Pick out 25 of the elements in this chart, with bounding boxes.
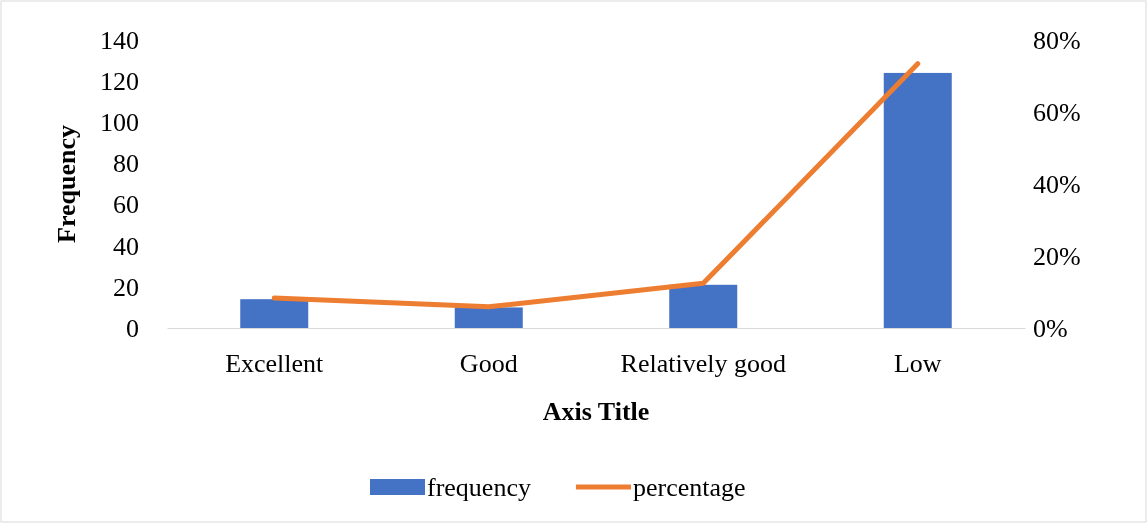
y2-tick-label: 40% [1033,169,1081,199]
x-axis-title: Axis Title [542,397,650,426]
y2-tick-label: 0% [1033,313,1068,343]
x-tick-label: Good [459,349,518,379]
x-tick-label: Relatively good [620,349,786,379]
x-tick-label: Excellent [225,349,325,379]
y-tick-label: 140 [100,25,139,55]
y2-tick-label: 20% [1033,241,1081,271]
y-tick-label: 120 [100,66,139,96]
y-tick-label: 80 [113,149,139,179]
legend-label: frequency [427,473,531,502]
y-tick-label: 20 [113,272,139,302]
y-tick-label: 40 [113,231,139,261]
y-tick-label: 100 [100,108,139,138]
y2-tick-label: 60% [1033,97,1081,127]
bar [883,72,952,328]
y-tick-label: 0 [126,313,139,343]
bar [454,307,523,328]
y-tick-label: 60 [113,190,139,220]
y-axis-title: Frequency [52,125,81,243]
bar [240,299,309,328]
bar [669,284,738,328]
x-tick-label: Low [893,349,942,379]
legend-label: percentage [632,473,746,502]
y2-tick-label: 80% [1033,25,1081,55]
